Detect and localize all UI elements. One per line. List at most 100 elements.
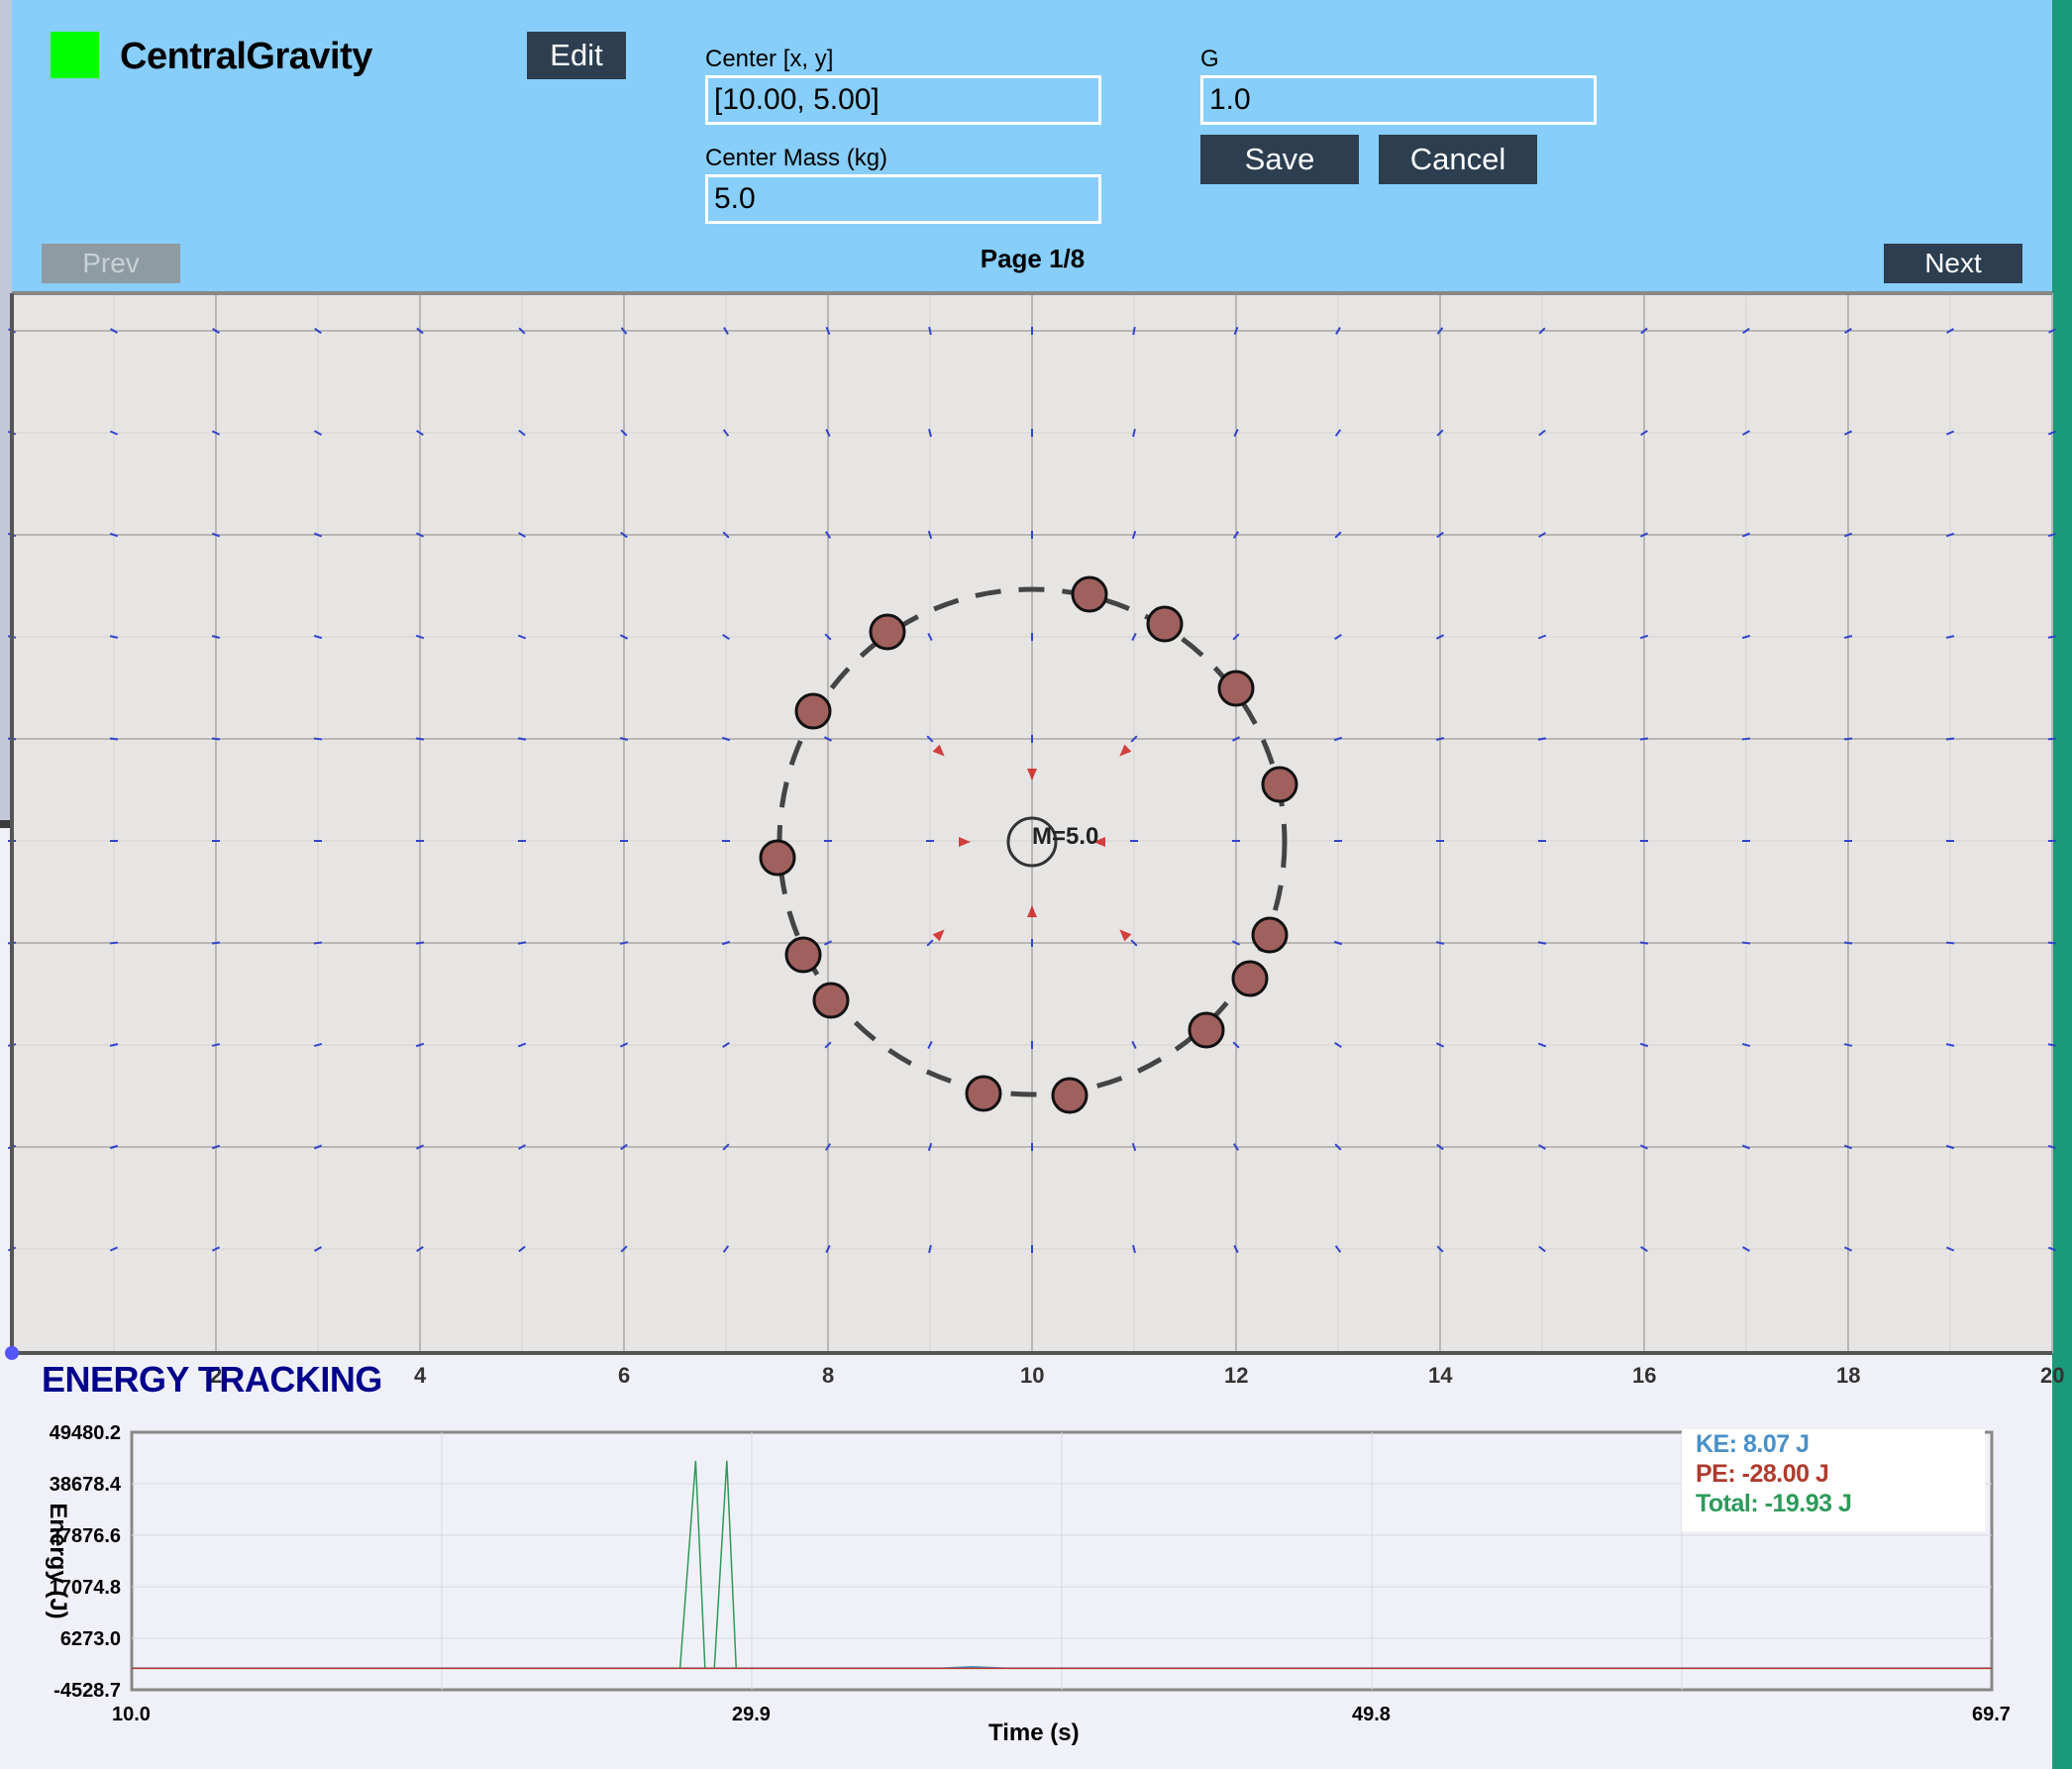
field-vector: [927, 1040, 933, 1050]
field-vector: [825, 1244, 831, 1254]
field-vector: [1945, 1144, 1955, 1150]
field-vector: [313, 737, 323, 741]
field-vector: [517, 941, 527, 945]
field-vector: [109, 1043, 119, 1047]
field-vector: [1742, 1246, 1750, 1252]
field-vector: [109, 532, 119, 538]
particle[interactable]: [784, 936, 822, 974]
field-vector: [620, 1245, 628, 1253]
field-vector: [1843, 430, 1853, 436]
field-vector: [1131, 530, 1137, 540]
field-vector: [1335, 327, 1341, 335]
particle[interactable]: [1051, 1077, 1088, 1114]
field-vector: [1843, 941, 1853, 945]
field-vector: [415, 634, 425, 640]
field-vector: [1537, 941, 1547, 945]
field-vector: [2047, 1043, 2057, 1047]
particles[interactable]: [759, 575, 1298, 1114]
field-vector: [1435, 634, 1445, 640]
particle[interactable]: [1217, 670, 1255, 707]
color-swatch[interactable]: [51, 32, 99, 78]
field-vector: [109, 430, 119, 436]
energy-x-tick: 10.0: [112, 1704, 151, 1725]
scene-title: CentralGravity: [120, 36, 372, 77]
particle[interactable]: [965, 1075, 1002, 1112]
field-vector: [619, 1042, 629, 1048]
field-vector: [2047, 635, 2057, 639]
particle[interactable]: [759, 839, 796, 877]
x-tick-label: 2: [210, 1363, 223, 1388]
field-vector: [517, 634, 527, 640]
next-button[interactable]: Next: [1884, 244, 2022, 283]
field-vector: [1537, 737, 1547, 741]
x-tick-label: 12: [1224, 1363, 1249, 1388]
field-vector: [518, 532, 526, 538]
field-vector: [1233, 428, 1239, 438]
particle[interactable]: [1071, 575, 1108, 613]
x-tick-label: 16: [1632, 1363, 1657, 1388]
field-vector: [313, 941, 323, 945]
field-vector: [824, 1143, 832, 1151]
field-vector: [1741, 1144, 1751, 1150]
cancel-button[interactable]: Cancel: [1379, 135, 1537, 184]
field-vector: [1132, 326, 1136, 336]
field-vector: [722, 1041, 730, 1049]
center-input[interactable]: [705, 75, 1101, 125]
energy-y-tick: 49480.2: [49, 1422, 121, 1444]
legend-ke: KE: 8.07 J: [1696, 1430, 1810, 1458]
field-vector: [1436, 531, 1444, 539]
x-tick-label: 10: [1020, 1363, 1045, 1388]
particle[interactable]: [1261, 766, 1298, 803]
edit-button[interactable]: Edit: [527, 32, 626, 79]
field-vector: [415, 1144, 425, 1150]
center-mass-input[interactable]: [705, 174, 1101, 224]
particle[interactable]: [1188, 1011, 1225, 1049]
field-vector: [1844, 328, 1852, 334]
field-vector: [824, 531, 832, 539]
force-arrow: [1093, 837, 1105, 847]
field-vector: [927, 530, 933, 540]
field-vector: [1843, 1043, 1853, 1047]
field-vector: [1436, 1245, 1444, 1253]
field-vector: [211, 430, 221, 436]
field-vector: [1130, 939, 1138, 947]
g-input[interactable]: [1200, 75, 1597, 125]
field-vector: [620, 531, 628, 539]
window-edge-divider: [0, 820, 12, 828]
origin-handle[interactable]: [5, 1346, 19, 1360]
center-mass-marker[interactable]: [1006, 816, 1058, 868]
field-vector: [109, 1246, 119, 1252]
field-vector: [1130, 735, 1138, 743]
particle[interactable]: [1231, 960, 1269, 997]
scrollbar-track[interactable]: [2052, 0, 2072, 1769]
field-vector: [1639, 634, 1649, 640]
x-tick-label: 18: [1836, 1363, 1861, 1388]
energy-x-tick: 29.9: [732, 1704, 771, 1725]
field-vector: [1742, 327, 1750, 335]
energy-x-tick: 69.7: [1972, 1704, 2011, 1725]
particle[interactable]: [1146, 605, 1184, 643]
prev-button[interactable]: Prev: [42, 244, 180, 283]
field-vector: [1334, 633, 1342, 641]
field-vector: [1232, 1041, 1240, 1049]
page-indicator: Page 1/8: [980, 244, 1086, 273]
center-mass-label: M=5.0: [1032, 823, 1098, 850]
particle[interactable]: [869, 613, 906, 651]
field-vector: [1741, 634, 1751, 640]
particle[interactable]: [794, 692, 832, 730]
field-vector: [1435, 737, 1445, 741]
field-vector: [313, 634, 323, 640]
legend-total: Total: -19.93 J: [1696, 1490, 1852, 1517]
field-vector: [1741, 532, 1751, 538]
field-vector: [1231, 736, 1241, 742]
energy-x-axis-label: Time (s): [988, 1719, 1080, 1746]
energy-y-tick: 27876.6: [49, 1525, 121, 1547]
field-vector: [1436, 1143, 1444, 1151]
particle[interactable]: [1251, 916, 1289, 954]
save-button[interactable]: Save: [1200, 135, 1359, 184]
field-vector: [1333, 940, 1343, 946]
energy-y-tick: 38678.4: [49, 1474, 121, 1496]
particle[interactable]: [812, 982, 850, 1019]
energy-y-tick: 17074.8: [49, 1577, 121, 1599]
field-vector: [1537, 1042, 1547, 1048]
